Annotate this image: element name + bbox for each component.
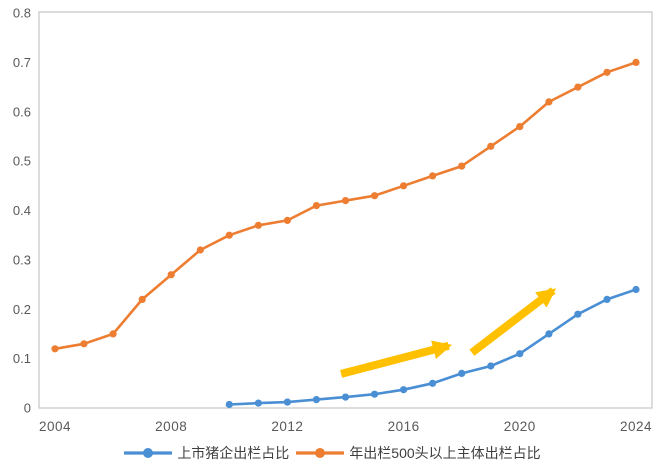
y-axis-tick-label: 0.4 (13, 203, 31, 218)
series-marker-0 (225, 400, 233, 409)
y-axis-tick-label: 0 (24, 401, 31, 416)
series-marker-1 (487, 142, 495, 150)
series-marker-1 (458, 162, 466, 170)
x-axis-tick-label: 2024 (620, 419, 652, 434)
x-axis-tick-label: 2020 (504, 419, 536, 434)
series-marker-0 (283, 398, 291, 406)
y-axis-tick-label: 0.3 (13, 252, 31, 267)
series-marker-0 (574, 310, 582, 318)
series-marker-0 (603, 295, 611, 303)
x-axis-tick-label: 2016 (388, 419, 420, 434)
legend-swatch-line-icon (124, 448, 173, 458)
plot-border (38, 11, 653, 409)
legend-item-listed-pig-companies: 上市猪企出栏占比 (123, 443, 289, 463)
series-marker-0 (254, 399, 262, 407)
series-marker-1 (312, 202, 320, 210)
series-marker-1 (341, 197, 350, 205)
legend-swatch-line-icon (296, 448, 345, 458)
series-marker-1 (80, 340, 88, 348)
x-axis-tick-label: 2008 (155, 419, 187, 434)
y-axis-tick-label: 0.1 (13, 351, 31, 366)
series-marker-1 (371, 192, 379, 200)
series-marker-1 (574, 83, 582, 91)
series-marker-1 (545, 98, 553, 106)
legend-label-listed-pig-companies: 上市猪企出栏占比 (177, 445, 290, 461)
series-marker-1 (400, 182, 408, 190)
x-axis-tick-label: 2004 (39, 419, 71, 434)
series-marker-0 (545, 330, 553, 338)
y-axis-tick-label: 0.6 (13, 104, 31, 119)
series-marker-1 (254, 221, 262, 229)
series-marker-0 (400, 386, 408, 394)
series-marker-0 (429, 379, 437, 387)
series-marker-0 (312, 396, 320, 404)
legend-label-500-plus-entities: 年出栏500头以上主体出栏占比 (349, 445, 541, 461)
y-axis-tick-label: 0.8 (13, 6, 31, 21)
y-axis-tick-label: 0.5 (13, 154, 31, 169)
series-marker-1 (225, 231, 233, 239)
series-marker-1 (167, 271, 175, 279)
series-marker-0 (341, 393, 350, 401)
line-chart: 0 0.1 0.2 0.3 0.4 0.5 0.6 0.7 0.8 2004 2008 2012 201… (13, 6, 653, 434)
series-marker-1 (429, 172, 437, 180)
chart-legend: 上市猪企出栏占比 年出栏500头以上主体出栏占比 (0, 440, 664, 466)
series-marker-0 (516, 350, 524, 358)
series-marker-0 (487, 362, 495, 370)
y-axis-tick-label: 0.7 (13, 55, 31, 70)
trend-arrow-icon (340, 340, 453, 378)
series-marker-1 (109, 330, 117, 338)
trend-arrow-icon (469, 287, 557, 356)
series-marker-1 (632, 58, 640, 66)
series-marker-0 (371, 390, 379, 398)
series-marker-1 (138, 295, 146, 303)
series-marker-1 (283, 216, 291, 224)
legend-item-500-plus-entities: 年出栏500头以上主体出栏占比 (295, 443, 541, 463)
x-axis-tick-label: 2012 (271, 419, 303, 434)
series-marker-1 (196, 246, 204, 254)
series-marker-1 (516, 123, 524, 131)
series-marker-1 (603, 68, 611, 76)
series-marker-1 (51, 345, 59, 353)
series-marker-0 (458, 369, 466, 377)
series-marker-0 (632, 285, 640, 294)
y-axis-tick-label: 0.2 (13, 302, 31, 317)
